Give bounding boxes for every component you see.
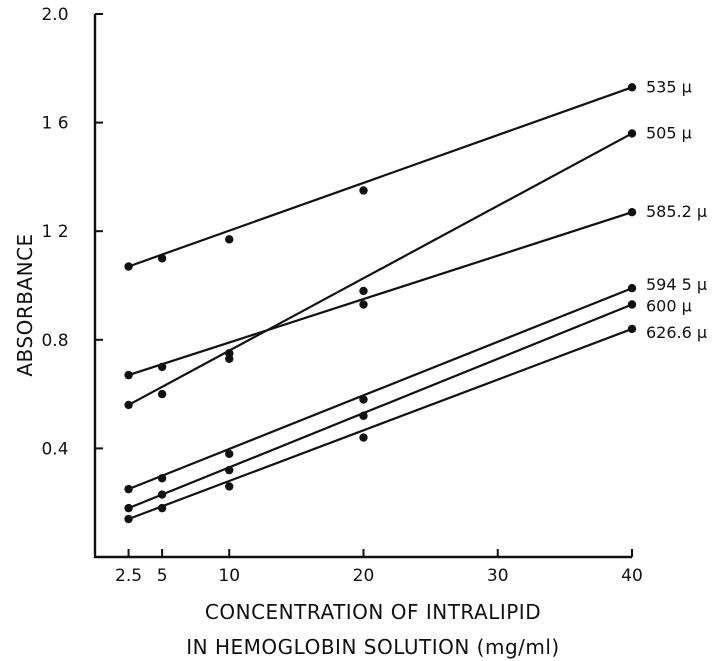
data-point: [124, 484, 133, 494]
series-label: 594 5 µ: [646, 275, 707, 294]
series-line: [128, 86, 633, 268]
x-axis-label-line-1: CONCENTRATION OF INTRALIPID: [205, 600, 541, 624]
x-tick-label: 40: [621, 566, 643, 586]
x-tick-label: 20: [353, 566, 375, 586]
data-point: [124, 370, 133, 380]
series-line: [128, 287, 633, 491]
data-point: [157, 503, 167, 513]
data-point: [225, 482, 234, 491]
data-point: [359, 186, 368, 195]
x-axis-label-line-2: IN HEMOGLOBIN SOLUTION (mg/ml): [186, 635, 559, 659]
y-tick-label: 0.4: [41, 439, 68, 459]
series-label: 600 µ: [646, 297, 692, 316]
data-point: [359, 286, 368, 296]
data-point: [124, 262, 133, 271]
data-point: [157, 474, 167, 483]
x-tick-label: 30: [487, 566, 509, 586]
series-label: 585.2 µ: [646, 202, 707, 221]
series-2: 585.2 µ: [124, 202, 707, 380]
y-axis-label: ABSORBANCE: [13, 233, 37, 376]
y-tick-label: 0.8: [41, 331, 68, 351]
series-4: 600 µ: [124, 297, 692, 513]
ticks: 0.4 0.8 1 2 1 6 2.0 2.5 5 10 20 30 40: [41, 5, 642, 586]
data-point: [359, 433, 368, 442]
data-point: [124, 503, 133, 513]
data-point: [157, 490, 167, 499]
data-point: [225, 449, 234, 459]
series-5: 626.6 µ: [124, 323, 707, 524]
series-line: [128, 327, 633, 521]
data-point: [225, 465, 234, 475]
data-point: [627, 83, 637, 92]
series-line: [128, 303, 633, 510]
data-point: [225, 235, 234, 244]
series-label: 626.6 µ: [646, 323, 707, 342]
y-tick-label: 2.0: [41, 5, 68, 25]
data-point: [627, 207, 637, 217]
series-group: 535 µ 505 µ 585.2 µ 594 5 µ 600 µ 626.6 µ: [124, 77, 707, 524]
x-tick-label: 10: [218, 566, 240, 586]
data-point: [157, 389, 167, 399]
data-point: [627, 324, 637, 334]
series-3: 594 5 µ: [124, 275, 707, 494]
data-point: [124, 514, 133, 524]
data-point: [124, 400, 133, 410]
x-tick-label: 5: [157, 566, 168, 586]
x-tick-label: 2.5: [115, 566, 142, 586]
series-label: 535 µ: [646, 77, 692, 96]
series-line: [128, 132, 633, 406]
data-point: [359, 395, 368, 404]
axis-lines: [93, 14, 632, 559]
data-point: [359, 411, 368, 421]
data-point: [157, 362, 167, 372]
data-point: [627, 284, 637, 293]
y-tick-label: 1 2: [41, 222, 68, 242]
y-tick-label: 1 6: [41, 114, 68, 134]
data-point: [627, 300, 637, 309]
data-point: [359, 300, 368, 309]
series-line: [128, 211, 633, 377]
axes: [93, 14, 632, 559]
data-point: [157, 254, 167, 263]
series-0: 535 µ: [124, 77, 692, 271]
data-point: [225, 349, 234, 358]
series-label: 505 µ: [646, 123, 692, 142]
data-point: [627, 129, 637, 138]
